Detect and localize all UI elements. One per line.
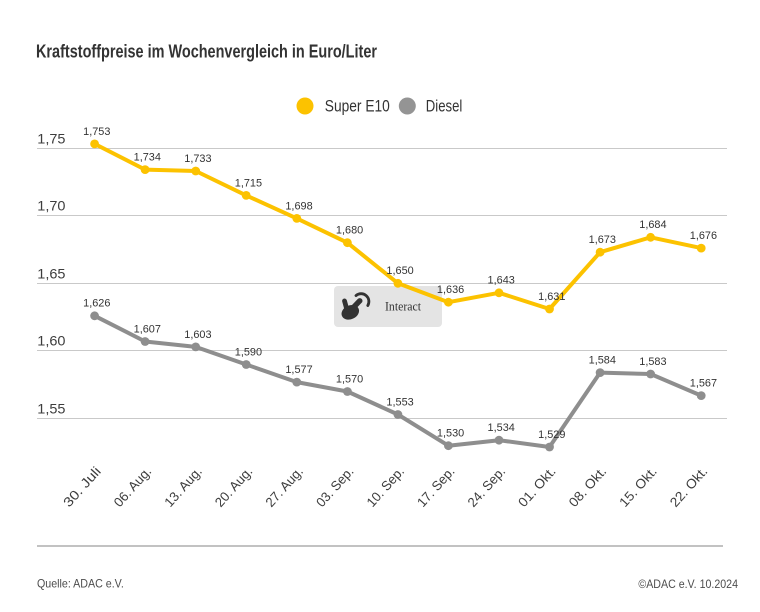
svg-text:1,680: 1,680 <box>336 225 363 237</box>
svg-text:Quelle: ADAC e.V.: Quelle: ADAC e.V. <box>37 577 124 591</box>
svg-text:1,55: 1,55 <box>37 401 65 417</box>
svg-text:Super E10: Super E10 <box>325 97 390 115</box>
svg-text:1,715: 1,715 <box>235 177 262 189</box>
svg-text:1,733: 1,733 <box>184 153 211 165</box>
svg-text:1,583: 1,583 <box>639 356 666 368</box>
svg-text:08. Okt.: 08. Okt. <box>566 464 610 510</box>
svg-text:24. Sep.: 24. Sep. <box>465 464 509 510</box>
svg-text:22. Okt.: 22. Okt. <box>667 464 711 510</box>
svg-text:13. Aug.: 13. Aug. <box>161 464 205 510</box>
svg-text:1,626: 1,626 <box>83 298 110 310</box>
svg-text:06. Aug.: 06. Aug. <box>111 464 155 510</box>
svg-text:1,673: 1,673 <box>589 234 616 246</box>
svg-text:1,529: 1,529 <box>538 429 565 441</box>
svg-text:10. Sep.: 10. Sep. <box>364 464 408 510</box>
svg-text:1,590: 1,590 <box>235 346 262 358</box>
svg-text:©ADAC e.V. 10.2024: ©ADAC e.V. 10.2024 <box>638 577 738 591</box>
svg-text:20. Aug.: 20. Aug. <box>212 464 256 510</box>
svg-text:30. Juli: 30. Juli <box>60 464 104 510</box>
svg-text:27. Aug.: 27. Aug. <box>262 464 306 510</box>
svg-text:01. Okt.: 01. Okt. <box>515 464 559 510</box>
svg-text:1,650: 1,650 <box>386 265 413 277</box>
svg-text:1,65: 1,65 <box>37 266 65 282</box>
svg-text:1,570: 1,570 <box>336 373 363 385</box>
svg-text:1,553: 1,553 <box>386 396 413 408</box>
svg-text:1,534: 1,534 <box>488 422 515 434</box>
svg-text:1,631: 1,631 <box>538 291 565 303</box>
svg-text:15. Okt.: 15. Okt. <box>616 464 660 510</box>
svg-text:Kraftstoffpreise im Wochenverg: Kraftstoffpreise im Wochenvergleich in E… <box>36 41 377 62</box>
svg-text:1,676: 1,676 <box>690 230 717 242</box>
svg-text:Interact: Interact <box>385 299 421 314</box>
svg-text:1,734: 1,734 <box>134 152 161 164</box>
svg-text:1,636: 1,636 <box>437 284 464 296</box>
svg-text:1,643: 1,643 <box>488 275 515 287</box>
svg-text:1,577: 1,577 <box>285 364 312 376</box>
svg-text:1,530: 1,530 <box>437 428 464 440</box>
svg-text:1,603: 1,603 <box>184 329 211 341</box>
svg-text:1,70: 1,70 <box>37 198 65 214</box>
svg-text:1,698: 1,698 <box>285 200 312 212</box>
svg-text:1,607: 1,607 <box>134 323 161 335</box>
svg-text:1,584: 1,584 <box>589 355 616 367</box>
svg-text:1,60: 1,60 <box>37 333 65 349</box>
svg-text:03. Sep.: 03. Sep. <box>313 464 357 510</box>
svg-text:1,753: 1,753 <box>83 126 110 138</box>
svg-text:1,567: 1,567 <box>690 378 717 390</box>
svg-text:1,75: 1,75 <box>37 131 65 147</box>
svg-text:1,684: 1,684 <box>639 219 666 231</box>
svg-text:17. Sep.: 17. Sep. <box>414 464 458 510</box>
svg-text:Diesel: Diesel <box>426 97 463 115</box>
